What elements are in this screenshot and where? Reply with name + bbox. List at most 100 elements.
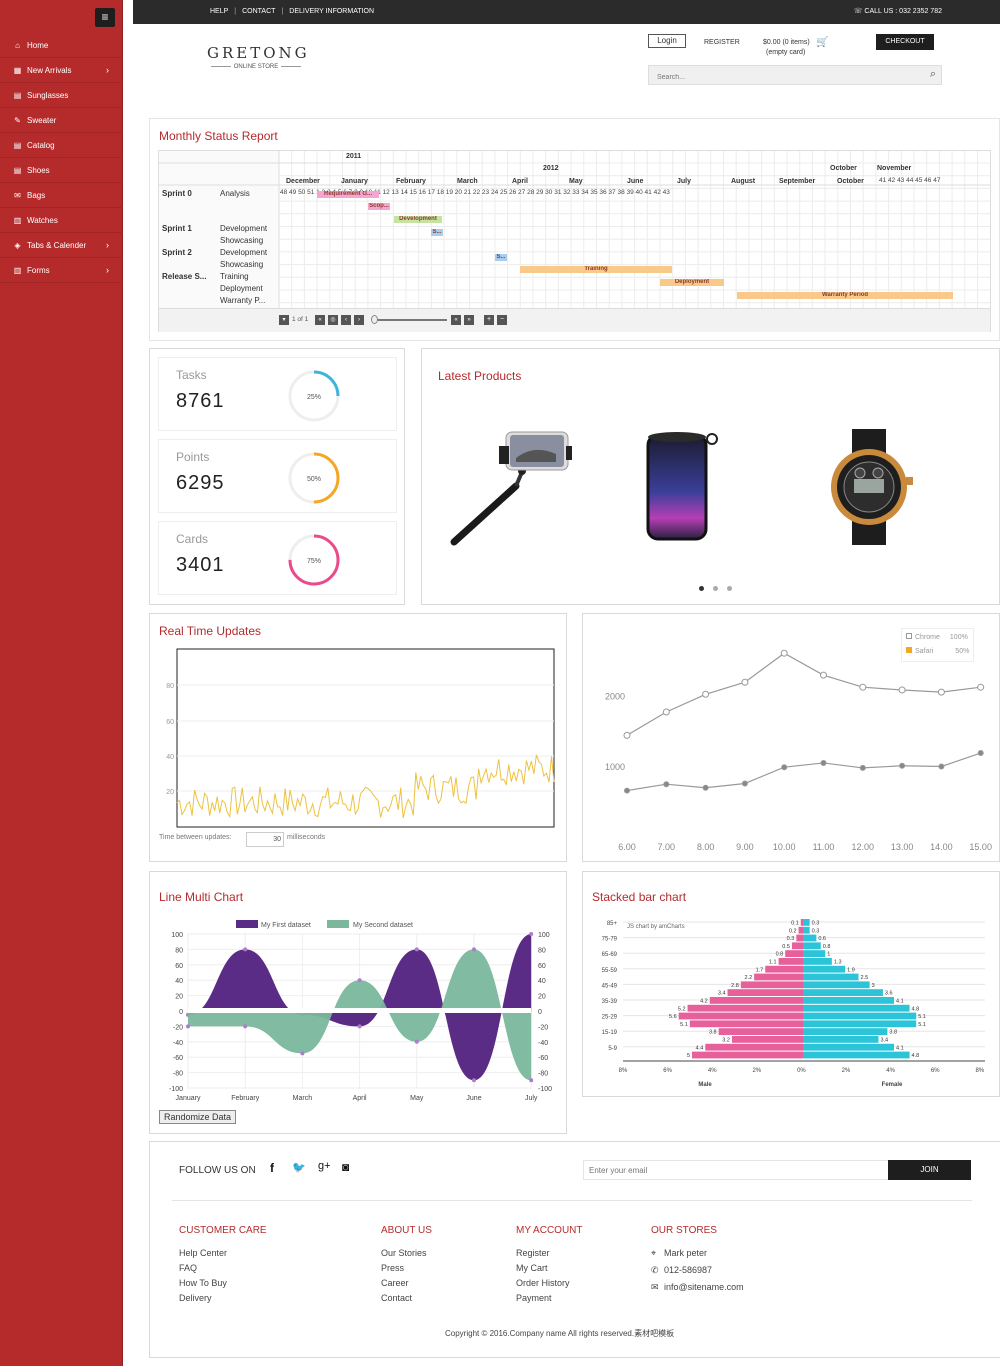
cart-summary[interactable]: $0.00 (0 items) (empty card)	[763, 38, 810, 58]
gantt-task-bar[interactable]: S...	[431, 229, 443, 236]
female-bar	[803, 997, 895, 1004]
google-plus-icon[interactable]: g+	[318, 1160, 331, 1172]
sidebar-item-home[interactable]: ⌂ Home	[0, 33, 123, 58]
sidebar-item-sweater[interactable]: ✎ Sweater	[0, 108, 123, 133]
gantt-task-bar[interactable]: Training	[520, 266, 672, 273]
scroll-left-button[interactable]: «	[451, 315, 461, 325]
zoom-reset-button[interactable]: ◎	[328, 315, 338, 325]
sidebar-item-tabs-calender[interactable]: ◈ Tabs & Calender ›	[0, 233, 123, 258]
data-point	[820, 759, 827, 766]
menu-toggle-button[interactable]: ≡	[95, 8, 115, 27]
footer-link[interactable]: Delivery	[179, 1293, 212, 1303]
footer-link[interactable]: FAQ	[179, 1263, 198, 1273]
sidebar-item-bags[interactable]: ✉ Bags	[0, 183, 123, 208]
first-page-button[interactable]: «	[315, 315, 325, 325]
stat-card-points: Points 6295 50%	[158, 439, 397, 513]
prev-button[interactable]: ‹	[341, 315, 351, 325]
checkout-button[interactable]: CHECKOUT	[876, 34, 934, 50]
footer-link[interactable]: Press	[381, 1263, 405, 1273]
product-bluetooth-speaker[interactable]	[642, 429, 722, 544]
female-bar	[803, 942, 821, 950]
interval-input[interactable]	[246, 832, 284, 847]
page-dropdown-button[interactable]: ▾	[279, 315, 289, 325]
footer-link[interactable]: My Cart	[516, 1263, 548, 1273]
twitter-icon[interactable]: 🐦	[292, 1162, 306, 1174]
data-point	[357, 978, 362, 983]
copyright-text: Copyright © 2016.Company name All rights…	[445, 1329, 675, 1338]
gantt-task-label: Deployment	[220, 284, 263, 293]
product-selfie-stick[interactable]	[444, 424, 574, 549]
cart-icon[interactable]: 🛒	[816, 37, 829, 48]
facebook-icon[interactable]: f	[270, 1161, 274, 1175]
zero-line	[188, 1008, 531, 1013]
sidebar-item-new-arrivals[interactable]: ▦ New Arrivals ›	[0, 58, 123, 83]
footer-link[interactable]: Register	[516, 1248, 550, 1258]
legend-label: My First dataset	[261, 922, 311, 929]
zoom-slider-handle[interactable]	[371, 315, 378, 324]
footer-link[interactable]: Contact	[381, 1293, 413, 1303]
data-point	[937, 688, 945, 696]
register-link[interactable]: REGISTER	[704, 39, 740, 46]
help-link[interactable]: HELP	[210, 8, 229, 15]
data-point	[977, 683, 985, 691]
female-value-label: 0.3	[812, 928, 820, 934]
footer-link[interactable]: How To Buy	[179, 1278, 227, 1288]
gantt-month-label: January	[341, 178, 368, 185]
gantt-toolbar: ▾ 1 of 1 « ◎ ‹ › « » + −	[159, 308, 990, 332]
join-button[interactable]: JOIN	[888, 1160, 971, 1180]
footer-link[interactable]: Help Center	[179, 1248, 228, 1258]
contact-link[interactable]: CONTACT	[242, 8, 276, 15]
x-tick-label: May	[410, 1095, 424, 1102]
randomize-data-button[interactable]: Randomize Data	[159, 1110, 237, 1124]
sidebar-item-sunglasses[interactable]: ▤ Sunglasses	[0, 83, 123, 108]
gantt-task-bar[interactable]: Warranty Period	[737, 292, 953, 299]
zoom-in-button[interactable]: +	[484, 315, 494, 325]
male-bar	[754, 973, 803, 981]
footer-link[interactable]: Career	[381, 1278, 409, 1288]
footer-link[interactable]: Our Stories	[381, 1248, 427, 1258]
gantt-task-bar[interactable]: Requirement G...	[317, 191, 379, 198]
sidebar-item-label: Shoes	[27, 165, 50, 175]
gantt-task-bar[interactable]: Scop...	[368, 203, 390, 210]
file-icon: ▤	[13, 165, 22, 175]
delivery-information-link[interactable]: DELIVERY INFORMATION	[289, 8, 375, 15]
footer-link[interactable]: Order History	[516, 1278, 570, 1288]
carousel-dot-active[interactable]	[699, 586, 704, 591]
line-chart: 2000 1000 6.00 7.00 8.00 9.00 10.00 11.00 12.00 1…	[605, 649, 992, 852]
search-icon[interactable]: ⌕	[929, 68, 936, 80]
gantt-task-bar[interactable]: Deployment	[660, 279, 724, 286]
scroll-right-button[interactable]: »	[464, 315, 474, 325]
x-tick-label: 8%	[619, 1068, 628, 1074]
sidebar-item-label: Bags	[27, 190, 46, 200]
sidebar-item-watches[interactable]: ▥ Watches	[0, 208, 123, 233]
male-value-label: 1.7	[756, 967, 764, 973]
panel-title: Latest Products	[438, 369, 522, 383]
separator: |	[281, 8, 284, 15]
zoom-out-button[interactable]: −	[497, 315, 507, 325]
panel-title: Monthly Status Report	[159, 129, 278, 143]
y-tick-label: 25-29	[602, 1015, 618, 1021]
gantt-task-bar[interactable]: S...	[495, 254, 507, 261]
logo[interactable]: GRETONG ONLINE STORE	[207, 44, 307, 70]
login-button[interactable]: Login	[648, 34, 686, 48]
sidebar-item-catalog[interactable]: ▤ Catalog	[0, 133, 123, 158]
footer-link[interactable]: Payment	[516, 1293, 552, 1303]
newsletter-email-input[interactable]	[583, 1160, 889, 1180]
legend-item: Chrome 100%	[906, 631, 969, 645]
gantt-task-bar[interactable]: Development	[394, 216, 442, 223]
search-input[interactable]	[649, 68, 909, 87]
carousel-dot[interactable]	[727, 586, 732, 591]
sidebar-item-shoes[interactable]: ▤ Shoes	[0, 158, 123, 183]
top-links: HELP | CONTACT | DELIVERY INFORMATION	[210, 8, 374, 15]
female-value-label: 3.4	[880, 1038, 888, 1044]
sidebar-item-forms[interactable]: ▥ Forms ›	[0, 258, 123, 283]
carousel-dot[interactable]	[713, 586, 718, 591]
next-button[interactable]: ›	[354, 315, 364, 325]
zoom-slider[interactable]	[372, 319, 447, 321]
female-bar	[803, 973, 859, 981]
instagram-icon[interactable]: ◙	[342, 1160, 350, 1174]
product-wristwatch[interactable]	[824, 427, 914, 547]
female-value-label: 4.8	[912, 1006, 920, 1012]
progress-ring: 75%	[288, 534, 340, 586]
female-value-label: 4.1	[896, 1045, 904, 1051]
